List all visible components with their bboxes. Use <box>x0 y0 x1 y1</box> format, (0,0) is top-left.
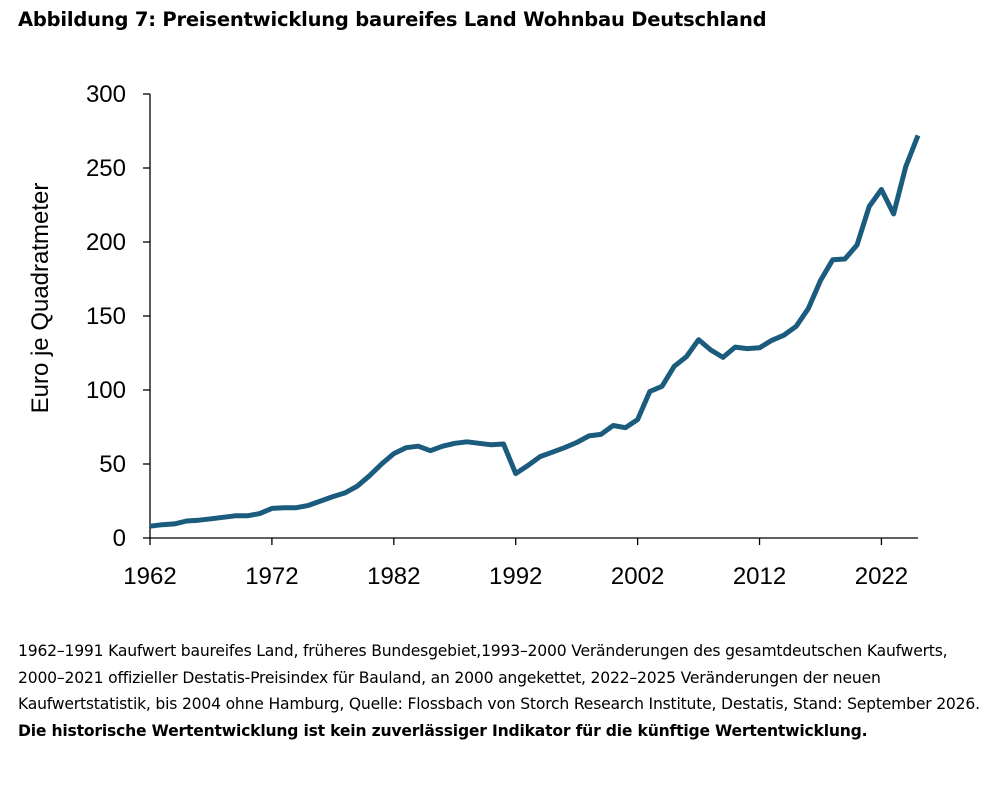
x-tick-label: 1972 <box>245 563 298 590</box>
y-tick-label: 250 <box>86 155 126 182</box>
y-tick-label: 100 <box>86 377 126 404</box>
x-tick-label: 1962 <box>123 563 176 590</box>
line-chart: 0 50 100 150 200 250 300 1962 1972 1982 1992 2002 20… <box>86 81 921 590</box>
y-tick-label: 0 <box>113 525 126 552</box>
y-axis-title: Euro je Quadratmeter <box>27 182 54 414</box>
x-tick-label: 1982 <box>367 563 420 590</box>
chart-title: Abbildung 7: Preisentwicklung baureifes … <box>18 8 767 31</box>
x-tick-label: 1992 <box>489 563 542 590</box>
series-line <box>149 134 921 529</box>
y-tick-label: 150 <box>86 303 126 330</box>
y-tick-label: 300 <box>86 81 126 108</box>
y-tick-label: 50 <box>99 451 126 478</box>
y-tick-label: 200 <box>86 229 126 256</box>
x-tick-label: 2022 <box>855 563 908 590</box>
footnote-disclaimer: Die historische Wertentwicklung ist kein… <box>18 721 868 740</box>
x-tick-label: 2012 <box>733 563 786 590</box>
footnote-text: 1962–1991 Kaufwert baureifes Land, frühe… <box>18 642 980 714</box>
footnote: 1962–1991 Kaufwert baureifes Land, frühe… <box>18 638 996 744</box>
x-tick-label: 2002 <box>611 563 664 590</box>
